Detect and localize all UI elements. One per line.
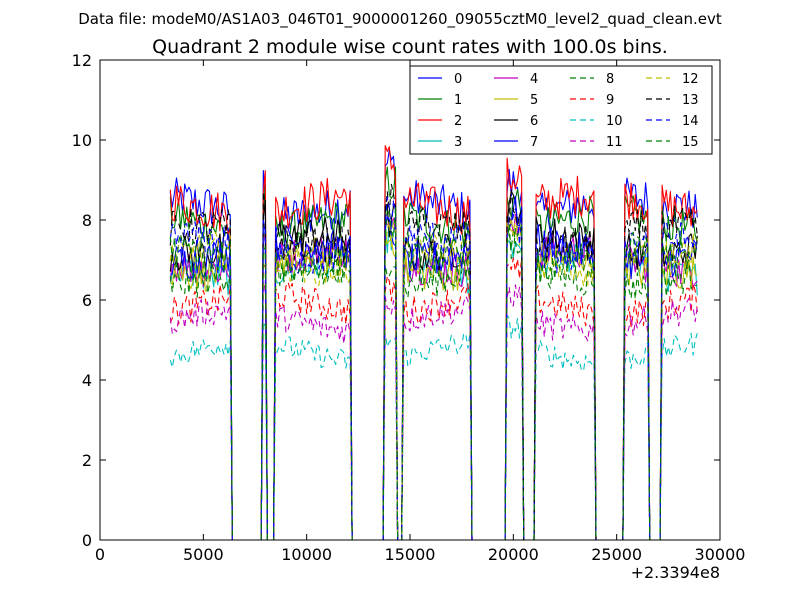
legend-label-8: 8 xyxy=(606,72,614,87)
y-tick-label: 8 xyxy=(82,211,92,230)
x-tick-label: 25000 xyxy=(591,545,642,564)
legend-label-2: 2 xyxy=(454,114,462,129)
legend-label-15: 15 xyxy=(682,135,699,150)
x-tick-label: 5000 xyxy=(183,545,224,564)
legend-label-11: 11 xyxy=(606,135,623,150)
x-tick-label: 0 xyxy=(95,545,105,564)
legend-label-7: 7 xyxy=(530,135,538,150)
legend-label-13: 13 xyxy=(682,93,699,108)
y-tick-label: 0 xyxy=(82,531,92,550)
x-axis: 0 5000 10000 15000 20000 25000 30000 xyxy=(95,60,746,564)
x-tick-label: 15000 xyxy=(385,545,436,564)
y-tick-label: 2 xyxy=(82,451,92,470)
legend-label-10: 10 xyxy=(606,114,623,129)
legend-frame xyxy=(409,65,713,155)
legend-label-1: 1 xyxy=(454,93,462,108)
y-tick-label: 10 xyxy=(72,131,92,150)
legend-label-9: 9 xyxy=(606,93,614,108)
y-tick-label: 12 xyxy=(72,51,92,70)
legend-label-14: 14 xyxy=(682,114,699,129)
x-tick-label: 30000 xyxy=(695,545,746,564)
x-tick-label: 20000 xyxy=(488,545,539,564)
legend-label-0: 0 xyxy=(454,72,462,87)
y-tick-label: 4 xyxy=(82,371,92,390)
legend-label-12: 12 xyxy=(682,72,699,87)
x-offset-label: +2.3394e8 xyxy=(631,563,720,582)
y-tick-label: 6 xyxy=(82,291,92,310)
chart-title: Quadrant 2 module wise count rates with … xyxy=(152,36,668,58)
legend-label-5: 5 xyxy=(530,93,538,108)
datafile-label: Data file: modeM0/AS1A03_046T01_90000012… xyxy=(78,10,722,29)
x-tick-label: 10000 xyxy=(281,545,332,564)
legend-label-4: 4 xyxy=(530,72,538,87)
legend-label-6: 6 xyxy=(530,114,538,129)
legend-label-3: 3 xyxy=(454,135,462,150)
